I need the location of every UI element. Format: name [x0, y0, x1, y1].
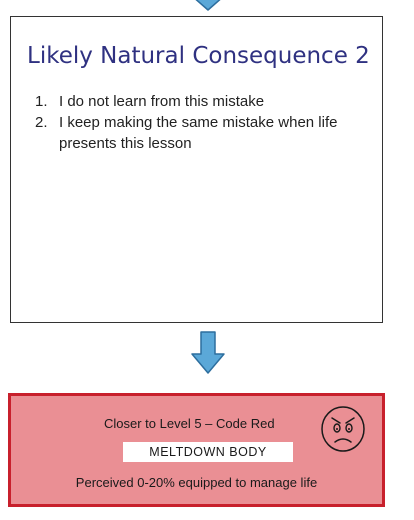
- list-item-number: 2.: [35, 114, 48, 131]
- perceived-text: Perceived 0-20% equipped to manage life: [75, 475, 318, 490]
- level-text: Closer to Level 5 – Code Red: [104, 416, 275, 431]
- down-arrow-icon: [191, 331, 225, 374]
- consequence-card: Likely Natural Consequence 2 1. I do not…: [10, 16, 383, 323]
- card-title: Likely Natural Consequence 2: [27, 43, 370, 69]
- list-item-text: I keep making the same mistake when life…: [59, 114, 338, 152]
- status-box: Closer to Level 5 – Code Red MELTDOWN BO…: [8, 393, 385, 507]
- meltdown-label: MELTDOWN BODY: [123, 442, 293, 462]
- angry-face-icon: [321, 406, 365, 452]
- down-arrow-icon: [195, 0, 221, 11]
- list-item-number: 1.: [35, 93, 48, 110]
- list-item-text: I do not learn from this mistake: [59, 93, 265, 110]
